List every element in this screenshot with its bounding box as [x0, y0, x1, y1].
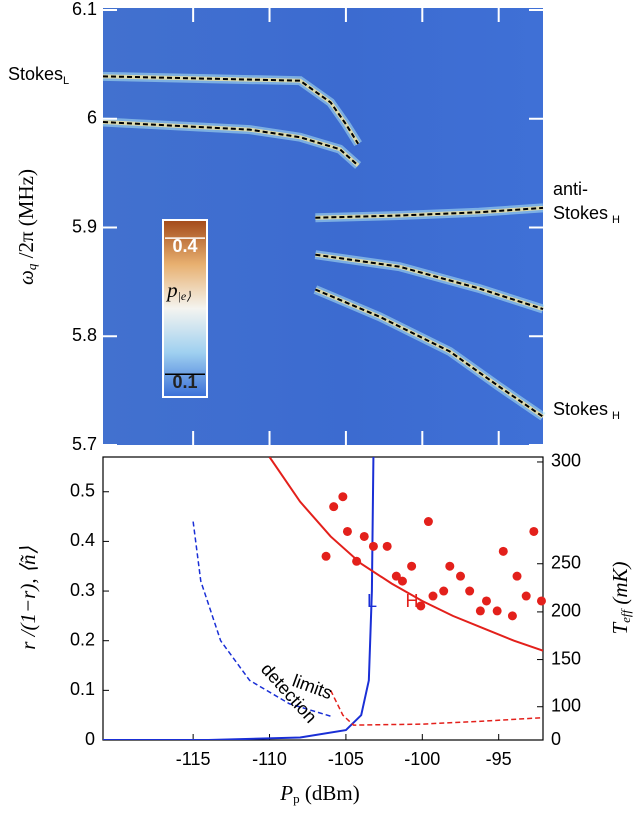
data-point: [536, 596, 546, 606]
data-point: [428, 591, 438, 601]
data-point: [397, 576, 407, 586]
x-tick-label: -110: [252, 749, 287, 769]
data-point: [342, 526, 352, 536]
data-point: [359, 531, 369, 541]
data-point: [338, 492, 348, 502]
y-tick-label: 0: [85, 729, 95, 749]
colorbar-label-symbol: p: [165, 278, 178, 302]
x-tick-label: -95: [486, 749, 512, 769]
y-tick-label: 0.3: [70, 580, 95, 600]
data-point: [492, 606, 502, 616]
data-point: [445, 561, 455, 571]
y2-tick-label: 150: [551, 648, 581, 668]
data-point: [475, 606, 485, 616]
y-tick-label: 0.4: [70, 530, 95, 550]
data-point: [529, 526, 539, 536]
x-tick-label: -105: [328, 749, 364, 769]
y-tick-label: 6.1: [72, 0, 97, 19]
y2-tick-label: 0: [551, 729, 561, 749]
data-point: [407, 561, 417, 571]
y-tick-label: 5.9: [72, 216, 97, 236]
data-point: [521, 591, 531, 601]
y2-axis-label: Teff (mK): [608, 561, 633, 634]
y-tick-label: 5.7: [72, 434, 97, 454]
data-point: [481, 596, 491, 606]
y2-tick-label: 100: [551, 695, 581, 715]
theory-line: [315, 253, 544, 311]
annotation: Stokes H: [553, 203, 620, 226]
x-tick-label: -115: [176, 749, 211, 769]
annotation: Stokes H: [553, 399, 620, 422]
data-point: [368, 541, 378, 551]
legend-label: H: [406, 591, 419, 611]
theory-line: [102, 121, 359, 167]
data-point: [439, 586, 449, 596]
annotation: StokesL: [8, 64, 69, 87]
theory-curve: [103, 457, 375, 740]
data-point: [382, 541, 392, 551]
y-tick-label: 0.1: [70, 679, 95, 699]
y-tick-label: 6: [87, 108, 97, 128]
y-axis-label: ωq /2π (MHz): [14, 169, 39, 285]
data-point: [512, 571, 522, 581]
detection-limit: [329, 690, 543, 726]
y-tick-label: 5.8: [72, 325, 97, 345]
theory-curve: [268, 457, 543, 652]
y2-tick-label: 200: [551, 601, 581, 621]
data-point: [507, 611, 517, 621]
data-point: [456, 571, 465, 581]
theory-line: [315, 206, 544, 219]
colorbar-tick-label: 0.1: [172, 372, 197, 392]
legend-label: L: [367, 591, 377, 611]
data-point: [321, 551, 331, 561]
data-point: [423, 517, 433, 527]
data-point: [465, 586, 475, 596]
colorbar-label: p|e⟩: [165, 278, 191, 303]
data-point: [391, 571, 401, 581]
data-point: [352, 556, 362, 566]
x-tick-label: -100: [404, 749, 440, 769]
colorbar-tick-label: 0.4: [172, 236, 197, 256]
x-axis-label: Pp (dBm): [279, 781, 359, 806]
annotation: anti-: [553, 179, 588, 199]
data-point: [498, 546, 508, 556]
y-axis-label: r /(1−r), ⟨ñ⟩: [16, 546, 40, 649]
y-tick-label: 0.2: [70, 629, 95, 649]
y2-tick-label: 300: [551, 451, 581, 471]
data-point: [416, 601, 426, 611]
y-tick-label: 0.5: [70, 481, 95, 501]
detection-limit: [192, 521, 331, 717]
data-point: [329, 502, 339, 512]
colorbar: [162, 219, 208, 398]
theory-line: [314, 288, 544, 418]
theory-line: [102, 75, 359, 145]
y2-tick-label: 250: [551, 552, 581, 572]
colorbar-label-sub: |e⟩: [178, 289, 192, 303]
